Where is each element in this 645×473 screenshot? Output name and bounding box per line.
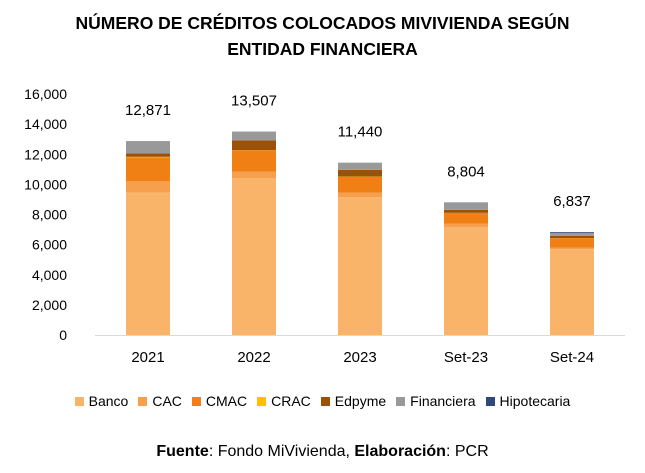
legend-label: CMAC <box>205 393 248 409</box>
bar-segment-financiera <box>232 131 276 141</box>
chart-legend: Banco CAC CMAC CRAC Edpyme Financiera Hipoteca… <box>0 393 645 409</box>
y-tick-label: 12,000 <box>24 146 67 162</box>
legend-item-cmac: CMAC <box>191 393 248 409</box>
legend-swatch <box>74 396 84 406</box>
x-tick-label: 2021 <box>131 349 164 366</box>
bar-segment-cac <box>550 247 594 250</box>
y-tick-label: 8,000 <box>32 207 67 223</box>
y-tick-label: 14,000 <box>24 116 67 132</box>
bar-segment-hipotecaria <box>550 232 594 233</box>
bar-segment-cac <box>232 171 276 179</box>
stacked-bar-chart: 0 2,000 4,000 6,000 8,000 10,000 12,000 14,000 1… <box>24 86 625 366</box>
x-tick-label: Set-23 <box>444 349 488 366</box>
total-data-label: 13,507 <box>231 93 277 110</box>
legend-swatch <box>191 396 201 406</box>
bar-segment-cac <box>444 223 488 228</box>
bar-segment-financiera <box>126 141 170 154</box>
legend-swatch <box>485 396 495 406</box>
y-tick-label: 2,000 <box>32 297 67 313</box>
elaboration-value: : PCR <box>445 443 489 460</box>
legend-label: Hipotecaria <box>499 393 571 409</box>
bar-segment-edpyme <box>550 235 594 239</box>
y-tick-label: 16,000 <box>24 86 67 102</box>
y-tick-label: 10,000 <box>24 176 67 192</box>
bar-segment-financiera <box>550 232 594 236</box>
legend-item-financiera: Financiera <box>396 393 476 409</box>
bar-segment-cmac <box>126 157 170 182</box>
total-data-label: 12,871 <box>125 102 171 119</box>
chart-title-line1: NÚMERO DE CRÉDITOS COLOCADOS MIVIVIENDA … <box>75 13 570 33</box>
bar-segment-banco <box>232 178 276 335</box>
legend-label: Banco <box>88 393 129 409</box>
source-note: Fuente: Fondo MiVivienda, Elaboración: P… <box>0 443 645 461</box>
bar-segment-cac <box>338 192 382 198</box>
source-value: : Fondo MiVivienda, <box>208 443 355 460</box>
chart-title: NÚMERO DE CRÉDITOS COLOCADOS MIVIVIENDA … <box>0 10 645 62</box>
legend-item-edpyme: Edpyme <box>320 393 387 409</box>
bar-segment-banco <box>444 227 488 335</box>
bar-segment-edpyme <box>126 153 170 157</box>
x-tick-label: Set-24 <box>550 349 594 366</box>
legend-swatch <box>396 396 406 406</box>
total-data-label: 6,837 <box>553 193 591 210</box>
bar-segment-cmac <box>338 176 382 193</box>
bar-segment-cmac <box>232 150 276 172</box>
bar-segment-banco <box>338 197 382 335</box>
legend-item-crac: CRAC <box>257 393 311 409</box>
legend-label: Edpyme <box>334 393 387 409</box>
y-tick-label: 4,000 <box>32 267 67 283</box>
legend-label: Financiera <box>410 393 476 409</box>
bar-segment-cmac <box>550 238 594 248</box>
legend-swatch <box>257 396 267 406</box>
legend-swatch <box>320 396 330 406</box>
bar-segment-cac <box>126 181 170 193</box>
x-tick-label: 2022 <box>237 349 270 366</box>
bar-segment-financiera <box>338 162 382 170</box>
y-tick-label: 0 <box>59 327 67 343</box>
source-label: Fuente <box>156 443 209 460</box>
legend-label: CAC <box>152 393 182 409</box>
total-data-label: 11,440 <box>338 124 383 141</box>
bar-segment-edpyme <box>232 140 276 151</box>
bar-segment-cmac <box>444 212 488 224</box>
legend-swatch <box>138 396 148 406</box>
elaboration-label: Elaboración <box>354 443 446 460</box>
bar-segment-banco <box>126 192 170 335</box>
legend-item-hipotecaria: Hipotecaria <box>485 393 571 409</box>
y-tick-label: 6,000 <box>32 237 67 253</box>
total-data-label: 8,804 <box>447 163 485 180</box>
legend-label: CRAC <box>271 393 311 409</box>
bar-segment-edpyme <box>444 209 488 213</box>
bar-segment-edpyme <box>338 169 382 177</box>
legend-item-banco: Banco <box>74 393 129 409</box>
x-tick-label: 2023 <box>343 349 376 366</box>
bar-segment-financiera <box>444 202 488 210</box>
legend-item-cac: CAC <box>138 393 182 409</box>
bar-segment-banco <box>550 249 594 335</box>
chart-title-line2: ENTIDAD FINANCIERA <box>227 39 418 59</box>
